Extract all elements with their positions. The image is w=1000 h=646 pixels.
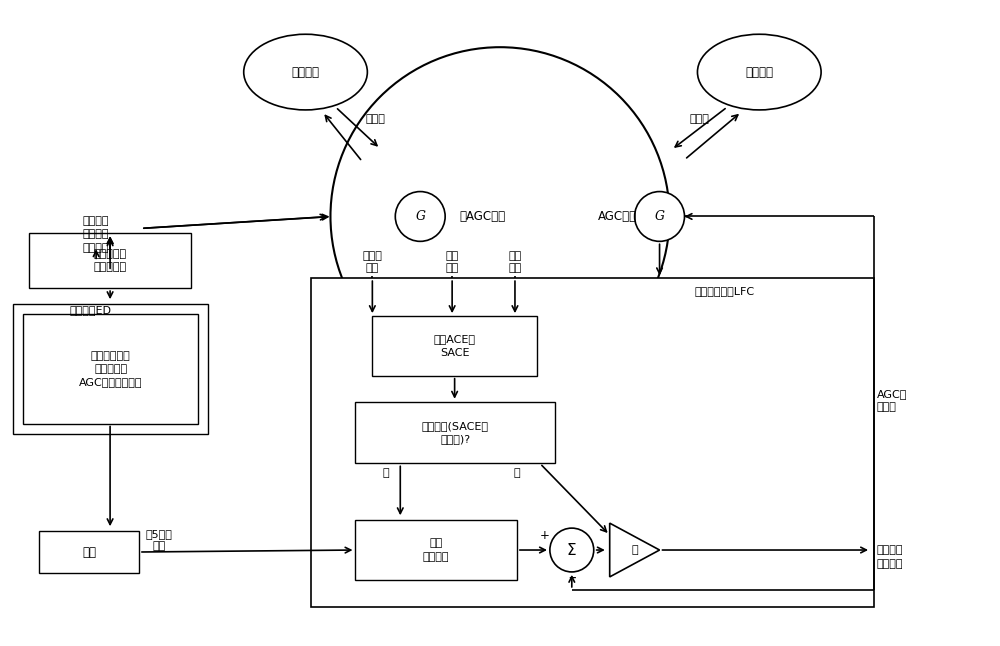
Text: 每5分钟
一次: 每5分钟 一次 — [146, 529, 172, 551]
Text: 或: 或 — [631, 545, 638, 555]
Text: 联络线: 联络线 — [365, 114, 385, 124]
Text: 紧急模式(SACE超
过限额)?: 紧急模式(SACE超 过限额)? — [422, 421, 489, 444]
FancyBboxPatch shape — [355, 402, 555, 463]
Text: 所有发电
机组的日
发电计划: 所有发电 机组的日 发电计划 — [83, 216, 109, 253]
FancyBboxPatch shape — [39, 531, 139, 573]
Text: 是: 是 — [514, 468, 520, 478]
Circle shape — [635, 192, 684, 242]
Text: 更新: 更新 — [82, 545, 96, 559]
Text: –: – — [568, 569, 576, 585]
Text: 非AGC机组: 非AGC机组 — [459, 210, 505, 223]
Text: G: G — [415, 210, 425, 223]
Circle shape — [550, 528, 594, 572]
Text: 负荷频率控制LFC: 负荷频率控制LFC — [694, 286, 754, 296]
Text: Σ: Σ — [567, 543, 577, 557]
Text: 发电机组
实际功率: 发电机组 实际功率 — [877, 545, 903, 568]
Ellipse shape — [697, 34, 821, 110]
FancyBboxPatch shape — [372, 316, 537, 376]
FancyBboxPatch shape — [23, 314, 198, 424]
FancyBboxPatch shape — [311, 278, 874, 607]
Text: 否: 否 — [382, 468, 389, 478]
Text: AGC控
制信号: AGC控 制信号 — [877, 389, 907, 412]
Text: AGC机组: AGC机组 — [598, 210, 637, 223]
Text: 其它区域: 其它区域 — [745, 66, 773, 79]
FancyBboxPatch shape — [29, 233, 191, 288]
Ellipse shape — [330, 47, 670, 386]
Text: 经济调度ED: 经济调度ED — [69, 305, 111, 315]
Text: 计算下一日
的发电计划: 计算下一日 的发电计划 — [94, 249, 127, 273]
Text: 其它区域: 其它区域 — [292, 66, 320, 79]
FancyBboxPatch shape — [355, 520, 517, 580]
Text: 联络线: 联络线 — [690, 114, 709, 124]
Ellipse shape — [244, 34, 367, 110]
Text: 频率
偏差: 频率 偏差 — [446, 251, 459, 273]
Text: 联络线
潮流: 联络线 潮流 — [362, 251, 382, 273]
Text: G: G — [655, 210, 665, 223]
Text: +: + — [540, 528, 550, 541]
Text: 时间
偏差: 时间 偏差 — [508, 251, 522, 273]
Text: 计算ACE和
SACE: 计算ACE和 SACE — [434, 334, 476, 357]
Circle shape — [395, 192, 445, 242]
Polygon shape — [610, 523, 660, 577]
Text: 计算发电机组
的基点功率
AGC分配分配因子: 计算发电机组 的基点功率 AGC分配分配因子 — [79, 351, 142, 387]
Text: 计算
目标功率: 计算 目标功率 — [423, 538, 449, 561]
FancyBboxPatch shape — [13, 304, 208, 433]
